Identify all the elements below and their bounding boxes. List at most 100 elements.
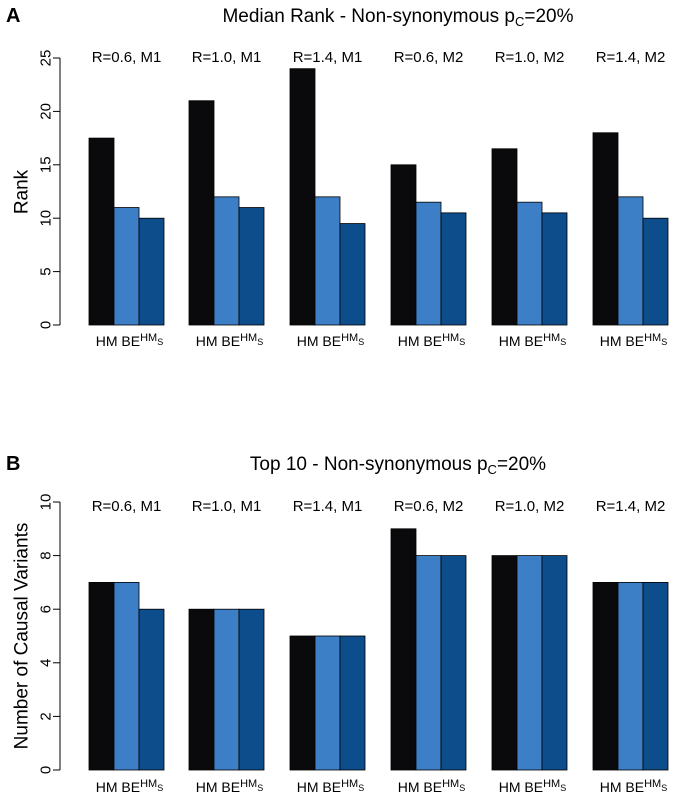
category-label-subscript: S [459,337,465,347]
bar [289,68,316,326]
bar [213,196,240,326]
y-tick-label: 6 [38,605,55,613]
category-label-subscript: S [560,337,566,347]
y-tick-label: 5 [38,267,55,275]
category-label-superscript: HM [341,778,358,790]
category-labels: HM BEHMS [600,778,667,795]
category-label-main: HM BE [297,333,341,349]
category-label-superscript: HM [140,778,157,790]
bar [138,217,165,326]
category-label-subscript: S [257,337,263,347]
chart-title: Median Rank - Non-synonymous pC=20% [222,6,573,29]
group-label: R=1.0, M2 [495,498,565,515]
category-label-subscript: S [661,783,667,793]
category-label-subscript: S [358,337,364,347]
bar [113,207,140,326]
category-labels: HM BEHMS [196,332,263,349]
bar [113,582,140,771]
bar [491,555,518,771]
category-label-subscript: S [358,783,364,793]
group-label: R=1.4, M2 [596,498,666,515]
panel-a: A Median Rank - Non-synonymous pC=20% 0 5 10… [6,5,669,349]
group-label: R=1.4, M1 [293,49,363,66]
y-axis-label: Rank [12,169,33,214]
category-label-superscript: HM [543,332,560,344]
y-tick-label: 8 [38,551,55,559]
category-label-superscript: HM [442,332,459,344]
bar [188,100,215,326]
group-label: R=1.4, M1 [293,498,363,515]
category-label-main: HM BE [398,779,442,795]
category-labels: HM BEHMS [196,778,263,795]
category-labels: HM BEHMS [398,778,465,795]
panel-letter: B [6,453,20,475]
bar [440,212,467,326]
y-tick-label: 20 [38,103,55,120]
category-label-main: HM BE [600,779,644,795]
bar [440,555,467,771]
category-label-superscript: HM [442,778,459,790]
category-labels: HM BEHMS [96,778,163,795]
chart-title-main: Top 10 - Non-synonymous p [250,454,488,475]
category-labels: HM BEHMS [398,332,465,349]
chart-title-subscript: C [515,14,524,29]
y-tick-label: 0 [38,766,55,774]
bar [213,608,240,771]
category-labels: HM BEHMS [96,332,163,349]
bar [238,608,265,771]
group-label: R=1.4, M2 [596,49,666,66]
category-label-main: HM BE [398,333,442,349]
category-labels: HM BEHMS [297,778,364,795]
group-label: R=0.6, M1 [92,49,162,66]
category-label-subscript: S [560,783,566,793]
category-label-subscript: S [257,783,263,793]
category-label-superscript: HM [543,778,560,790]
bar [415,555,442,771]
panel-letter: A [6,5,20,27]
bar [592,132,619,326]
category-labels: HM BEHMS [499,332,566,349]
bar [541,555,568,771]
y-tick-label: 10 [38,210,55,227]
category-label-subscript: S [459,783,465,793]
y-axis-label: Number of Causal Variants [12,523,33,750]
category-label-main: HM BE [96,333,140,349]
group-label: R=0.6, M1 [92,498,162,515]
y-tick-label: 10 [38,494,55,511]
chart-title-tail: =20% [497,454,546,475]
category-labels: HM BEHMS [297,332,364,349]
category-label-superscript: HM [644,778,661,790]
bar [88,137,115,326]
bar [88,582,115,771]
bar [617,582,644,771]
group-label: R=1.0, M1 [192,49,262,66]
category-labels: HM BEHMS [499,778,566,795]
category-label-subscript: S [157,783,163,793]
group-label: R=0.6, M2 [394,49,464,66]
chart-title-main: Median Rank - Non-synonymous p [222,6,515,27]
bar [188,608,215,771]
bar [339,223,366,326]
category-label-superscript: HM [140,332,157,344]
category-label-superscript: HM [644,332,661,344]
bar [642,217,669,326]
category-label-main: HM BE [96,779,140,795]
category-label-main: HM BE [297,779,341,795]
bar [289,635,316,771]
bar [642,582,669,771]
bar [592,582,619,771]
bar [516,555,543,771]
bar [339,635,366,771]
category-label-main: HM BE [196,333,240,349]
y-tick-label: 4 [38,659,55,667]
bar [138,608,165,771]
chart-title-tail: =20% [524,6,573,27]
category-label-main: HM BE [499,333,543,349]
chart-title-subscript: C [488,462,497,477]
bar [516,201,543,326]
bar [617,196,644,326]
group-label: R=1.0, M1 [192,498,262,515]
group-label: R=1.0, M2 [495,49,565,66]
panel-b: B Top 10 - Non-synonymous pC=20% 0 2 4 6 8 10 Nu… [6,453,669,795]
